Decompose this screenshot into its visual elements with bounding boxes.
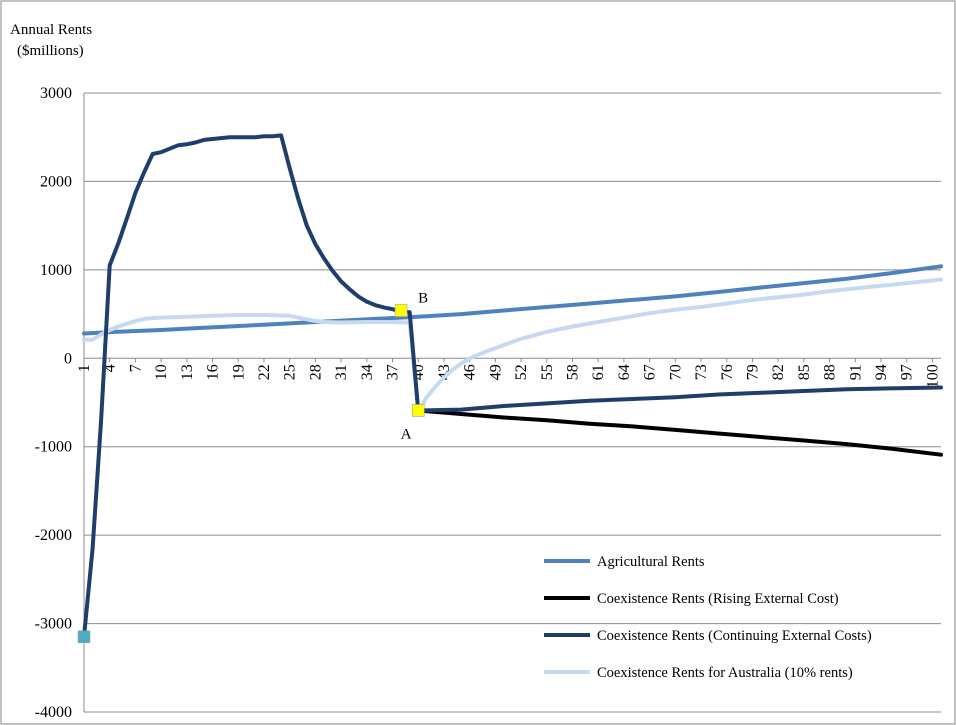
annotation-a: A: [401, 426, 412, 442]
y-tick-label: 2000: [40, 173, 72, 190]
series-line-1: [82, 264, 943, 336]
x-tick-label: 25: [282, 364, 299, 380]
y-tick-label: -2000: [35, 527, 72, 544]
legend-label-3: Coexistence Rents (Continuing External C…: [597, 628, 872, 644]
x-tick-label: 97: [899, 364, 916, 380]
series-line-2: [416, 408, 943, 457]
x-tick-label: 55: [539, 364, 556, 380]
x-tick-label: 79: [744, 364, 761, 380]
y-tick-label: -4000: [35, 704, 72, 721]
series-line-4: [82, 277, 943, 413]
x-tick-label: 52: [513, 364, 530, 380]
y-axis-label-line-1: Annual Rents: [10, 22, 93, 38]
annotation-b: B: [418, 291, 428, 307]
x-tick-label: 67: [642, 364, 659, 380]
series-line-3: [82, 133, 943, 639]
y-axis-label-line-2: ($millions): [17, 43, 84, 59]
legend-label-2: Coexistence Rents (Rising External Cost): [597, 591, 839, 607]
x-tick-label: 91: [847, 364, 864, 380]
x-tick-label: 58: [564, 364, 581, 380]
x-tick-label: 43: [436, 364, 453, 380]
x-tick-label: 49: [487, 364, 504, 380]
x-tick-label: 1: [76, 364, 93, 372]
y-tick-label: -3000: [35, 616, 72, 633]
x-tick-label: 19: [230, 364, 247, 380]
legend-label-4: Coexistence Rents for Australia (10% ren…: [597, 665, 853, 681]
x-tick-label: 4: [102, 364, 119, 372]
x-tick-label: 70: [667, 364, 684, 380]
x-tick-label: 88: [822, 364, 839, 380]
x-tick-label: 10: [153, 364, 170, 380]
marker-start: [77, 630, 91, 644]
x-tick-label: 31: [333, 364, 350, 380]
legend-label-1: Agricultural Rents: [597, 554, 705, 570]
x-tick-label: 7: [127, 364, 144, 372]
marker-b: [394, 304, 408, 317]
x-tick-label: 13: [179, 364, 196, 380]
x-tick-label: 85: [796, 364, 813, 380]
x-tick-label: 22: [256, 364, 273, 380]
x-tick-label: 28: [307, 364, 324, 380]
x-tick-label: 34: [359, 364, 376, 380]
x-tick-label: 61: [590, 364, 607, 380]
y-tick-label: 0: [64, 350, 72, 367]
y-tick-label: -1000: [35, 439, 72, 456]
x-tick-label: 64: [616, 364, 633, 380]
x-tick-label: 46: [462, 364, 479, 380]
y-tick-label: 1000: [40, 262, 72, 279]
x-tick-label: 76: [719, 364, 736, 380]
x-tick-label: 82: [770, 364, 787, 380]
x-tick-label: 94: [873, 364, 890, 380]
x-tick-label: 73: [693, 364, 710, 380]
x-tick-label: 100: [924, 364, 941, 388]
marker-a: [411, 404, 425, 417]
y-tick-label: 3000: [40, 85, 72, 102]
x-tick-label: 16: [205, 364, 222, 380]
x-tick-label: 37: [385, 364, 402, 380]
